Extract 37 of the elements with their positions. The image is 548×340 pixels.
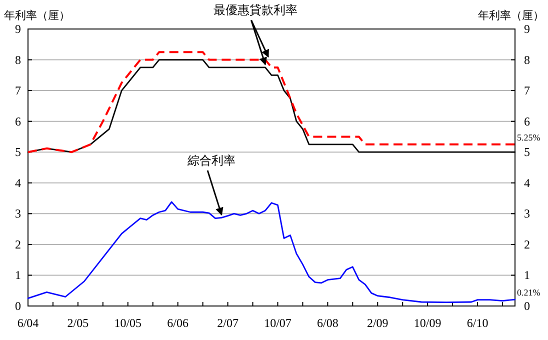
line-series xyxy=(27,201,516,304)
y2-tick-label: 5 xyxy=(524,145,530,160)
y2-tick-label: 8 xyxy=(524,52,530,67)
y-tick-label: 2 xyxy=(15,237,21,252)
y-tick-label: 6 xyxy=(15,114,21,128)
x-tick-label: 2/09 xyxy=(366,316,388,330)
x-tick-label: 2/07 xyxy=(217,316,238,330)
y2-tick-label: 6 xyxy=(524,114,530,128)
y2-tick-label: 4 xyxy=(524,176,530,190)
y-tick-label: 8 xyxy=(15,52,21,67)
annotation: 綜合利率 xyxy=(186,153,236,168)
x-tick-label: 6/06 xyxy=(167,316,189,330)
x-tick-label: 2/05 xyxy=(67,316,89,330)
y-tick-label: 5 xyxy=(15,145,21,160)
x-tick-label: 6/04 xyxy=(17,316,39,330)
x-tick-label: 10/07 xyxy=(264,316,292,330)
y2-tick-label: 7 xyxy=(524,84,530,98)
y2-axis-title: 年利率（厘） xyxy=(478,9,544,22)
y-tick-label: 3 xyxy=(15,206,21,221)
x-tick-label: 6/10 xyxy=(466,316,488,330)
y-tick-label: 9 xyxy=(15,22,21,36)
y-axis-title: 年利率（厘） xyxy=(4,9,70,22)
x-tick-label: 10/09 xyxy=(414,316,442,330)
x-tick-label: 10/05 xyxy=(114,316,142,330)
data-label: 5.25% xyxy=(517,132,541,142)
y-tick-label: 0 xyxy=(15,299,21,313)
y-tick-label: 4 xyxy=(15,176,21,190)
x-tick-label: 6/08 xyxy=(317,316,338,330)
data-label: 0.21% xyxy=(517,288,541,298)
y2-tick-label: 1 xyxy=(524,268,530,282)
y-tick-label: 1 xyxy=(15,268,21,282)
y2-tick-label: 2 xyxy=(524,237,530,252)
y2-tick-label: 3 xyxy=(524,206,530,221)
y2-tick-label: 9 xyxy=(524,22,530,36)
y-tick-label: 7 xyxy=(15,84,21,98)
annotation: 最優惠貸款利率 xyxy=(213,3,298,18)
y2-tick-label: 0 xyxy=(524,299,530,313)
